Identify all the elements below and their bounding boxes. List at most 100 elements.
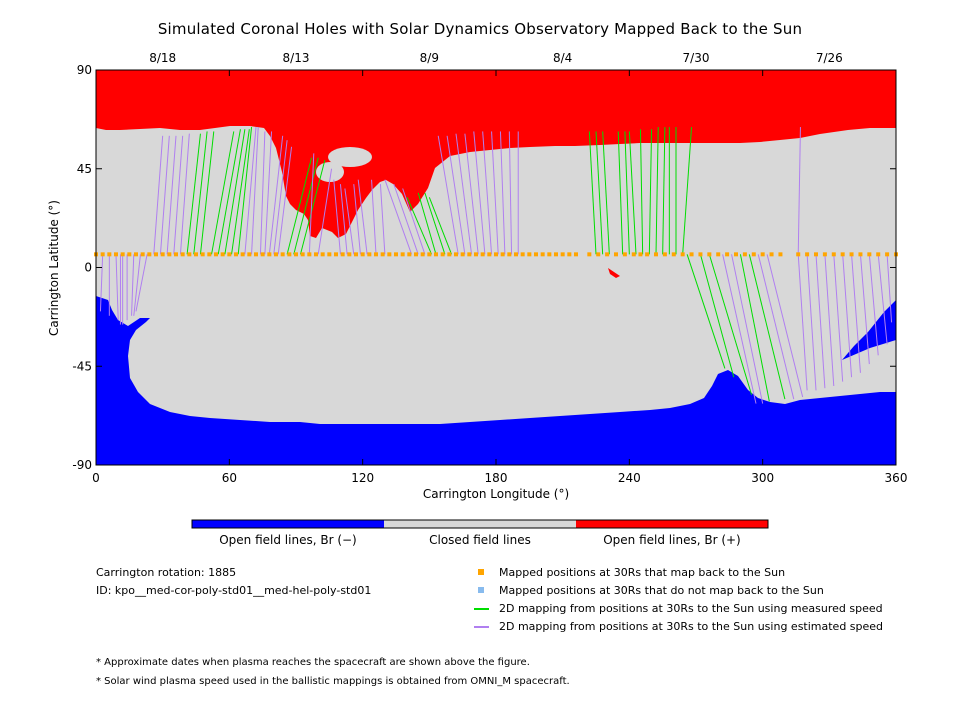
- mapped-point: [294, 252, 298, 257]
- y-tick-label: 45: [77, 162, 92, 176]
- mapped-point: [447, 252, 452, 257]
- mapped-point: [480, 252, 485, 257]
- mapped-point: [567, 252, 572, 257]
- positive-coronal-hole: [96, 70, 896, 238]
- mapped-point: [200, 252, 205, 257]
- mapped-point: [885, 252, 890, 257]
- x-tick-label: 0: [92, 471, 100, 485]
- legend-label: 2D mapping from positions at 30Rs to the…: [499, 602, 883, 615]
- mapped-point: [514, 252, 518, 257]
- measured-mapping-line: [639, 129, 644, 255]
- measured-mapping-line: [217, 129, 241, 255]
- measured-mapping-line: [617, 131, 624, 255]
- estimated-mapping-line: [173, 135, 184, 255]
- colorbar-label-negative: Open field lines, Br (−): [219, 533, 357, 547]
- measured-mapping-line: [406, 197, 433, 255]
- estimated-mapping-line: [179, 133, 190, 255]
- mapped-point: [407, 252, 412, 257]
- mapped-point: [147, 252, 152, 257]
- axes: 0 60 120 180 240 300 360 -90 -45 0 45 90 8/18 8/13 8/9…: [72, 51, 907, 485]
- estimated-mapping-line: [131, 254, 135, 316]
- estimated-mapping-line: [308, 153, 315, 255]
- measured-mapping-line: [624, 131, 630, 255]
- estimated-mapping-line: [353, 184, 361, 255]
- estimated-mapping-line: [384, 179, 413, 255]
- measured-mapping-line: [748, 254, 786, 400]
- measured-mapping-line: [699, 254, 735, 378]
- estimated-mapping-line: [371, 179, 377, 255]
- date-tick-label: 7/30: [683, 51, 710, 65]
- legend-square-swatch: [478, 569, 484, 575]
- estimated-mapping-line: [824, 254, 835, 387]
- mapped-point: [540, 252, 545, 257]
- mapped-point: [638, 252, 643, 257]
- mapped-point: [387, 252, 392, 257]
- legend-line-swatch: [474, 608, 489, 610]
- mapped-point: [140, 252, 145, 257]
- mapped-point: [698, 252, 703, 257]
- closed-field-island: [328, 147, 372, 167]
- measured-mapping-line: [595, 131, 604, 255]
- estimated-mapping-line: [244, 127, 257, 255]
- measured-mapping-line: [628, 131, 637, 255]
- legend-square-swatch: [478, 587, 484, 593]
- mapped-point: [127, 252, 132, 257]
- colorbar-segment: [576, 520, 768, 528]
- mapped-point: [822, 252, 827, 257]
- estimated-mapping-line: [277, 146, 293, 255]
- estimated-mapping-line: [508, 131, 513, 255]
- mapped-point: [474, 252, 478, 257]
- mapped-point: [460, 252, 465, 257]
- date-tick-label: 8/4: [553, 51, 572, 65]
- estimated-mapping-line: [135, 254, 148, 312]
- estimated-mapping-line: [797, 127, 801, 255]
- mapped-point: [347, 252, 352, 257]
- mapped-point: [840, 252, 845, 257]
- mapped-point: [689, 252, 694, 257]
- mapped-point: [307, 252, 312, 257]
- mapped-point: [631, 252, 636, 257]
- estimated-mapping-line: [402, 188, 426, 255]
- mapped-point: [227, 252, 232, 257]
- y-tick-label: -90: [72, 458, 92, 472]
- measured-mapping-line: [186, 133, 201, 255]
- mapped-point: [614, 252, 618, 257]
- measured-mapping-line: [231, 129, 250, 255]
- mapped-point: [454, 252, 458, 257]
- mapped-point: [849, 252, 854, 257]
- mapped-point: [560, 252, 565, 257]
- mapped-point: [645, 252, 650, 257]
- x-tick-label: 180: [485, 471, 508, 485]
- mapped-point: [716, 252, 721, 257]
- colorbar-frame: [191, 519, 769, 529]
- estimated-mapping-line: [344, 188, 355, 255]
- x-tick-label: 240: [618, 471, 641, 485]
- measured-mapping-line: [293, 157, 319, 255]
- mapped-point: [154, 252, 158, 257]
- measured-mapping-line: [193, 131, 208, 255]
- mapped-point: [494, 252, 498, 257]
- mapped-point: [487, 252, 492, 257]
- measured-mapping-line: [286, 157, 313, 255]
- estimated-mapping-line: [859, 254, 870, 365]
- mapped-point: [760, 252, 765, 257]
- mapped-point: [725, 252, 730, 257]
- measured-mapping-line: [602, 131, 610, 255]
- date-tick-label: 8/18: [149, 51, 176, 65]
- y-tick-label: 0: [84, 261, 92, 275]
- mapped-point: [187, 252, 192, 257]
- mapped-point: [107, 252, 112, 257]
- mapped-point: [120, 252, 125, 257]
- mapped-point: [605, 252, 610, 257]
- measured-mapping-line: [428, 197, 453, 255]
- mapped-point: [778, 252, 783, 257]
- legend-label: Mapped positions at 30Rs that do not map…: [499, 584, 824, 597]
- mapped-point: [220, 252, 225, 257]
- mapped-point: [374, 252, 378, 257]
- measured-mapping-line: [424, 192, 446, 255]
- mapped-point: [680, 252, 685, 257]
- mapped-point: [420, 252, 425, 257]
- mapped-point: [354, 252, 358, 257]
- measured-mapping-line: [199, 131, 215, 255]
- chart-title: Simulated Coronal Holes with Solar Dynam…: [157, 20, 803, 38]
